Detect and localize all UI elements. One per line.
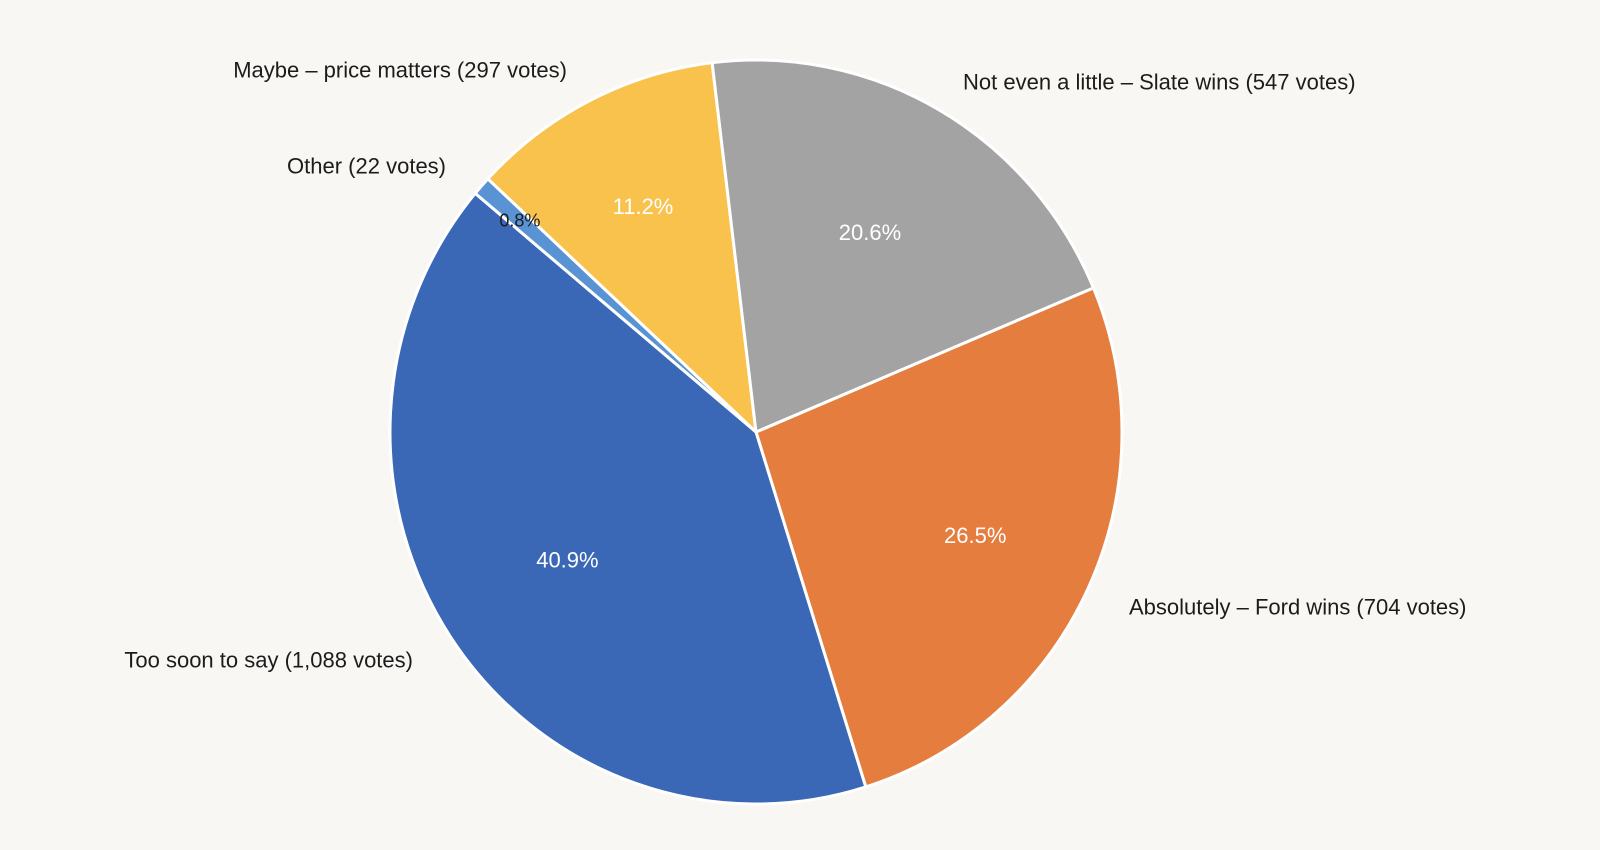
pie-slices <box>388 58 1124 806</box>
slice-category-label: Not even a little – Slate wins (547 vote… <box>963 70 1356 95</box>
slice-category-label: Too soon to say (1,088 votes) <box>124 648 413 673</box>
slice-category-label: Other (22 votes) <box>287 154 446 179</box>
slice-percent-label: 20.6% <box>839 220 901 245</box>
slice-percent-label: 0.8% <box>499 210 540 230</box>
percent-labels: 26.5% 40.9% 0.8% 11.2% 20.6% <box>499 194 1006 573</box>
pie-slice <box>754 286 1124 789</box>
pie-slice <box>486 61 758 434</box>
category-labels: Absolutely – Ford wins (704 votes) Too so… <box>124 58 1466 673</box>
slice-category-label: Absolutely – Ford wins (704 votes) <box>1129 595 1467 620</box>
pie-slice <box>710 58 1095 434</box>
slice-percent-label: 26.5% <box>944 523 1006 548</box>
slice-percent-label: 40.9% <box>536 548 598 573</box>
slice-category-label: Maybe – price matters (297 votes) <box>233 58 567 83</box>
slice-percent-label: 11.2% <box>613 194 674 219</box>
pie-slice <box>388 191 868 806</box>
